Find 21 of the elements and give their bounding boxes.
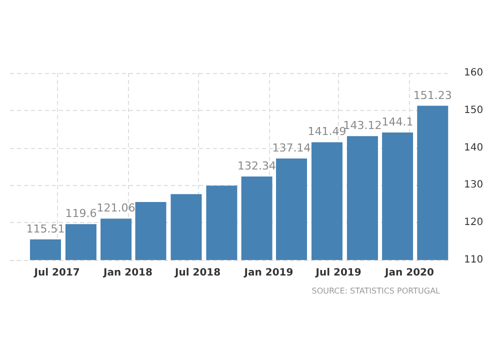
- x-tick-label: Jan 2020: [384, 268, 434, 278]
- x-tick-label: Jan 2018: [102, 268, 152, 278]
- data-label: 151.23: [413, 88, 452, 102]
- data-label: 121.06: [96, 202, 136, 215]
- source-note: SOURCE: STATISTICS PORTUGAL: [312, 286, 441, 296]
- x-tick-label: Jul 2017: [33, 268, 80, 278]
- data-label: 119.6: [65, 207, 97, 220]
- data-label: 141.49: [308, 125, 346, 138]
- y-tick-label: 150: [464, 104, 484, 116]
- data-label: 132.34: [238, 159, 276, 172]
- y-tick-label: 110: [464, 254, 484, 266]
- x-tick-label: Jul 2019: [314, 268, 362, 278]
- y-tick-label: 160: [464, 68, 484, 78]
- y-tick-label: 130: [464, 180, 484, 191]
- y-tick-label: 140: [464, 142, 484, 154]
- data-label: 115.51: [26, 222, 65, 236]
- x-tick-label: Jul 2018: [174, 268, 221, 278]
- data-label: 137.14: [272, 141, 311, 154]
- y-tick-label: 120: [464, 217, 484, 228]
- x-tick-label: Jan 2019: [243, 268, 294, 278]
- data-label: 144.1: [382, 115, 414, 128]
